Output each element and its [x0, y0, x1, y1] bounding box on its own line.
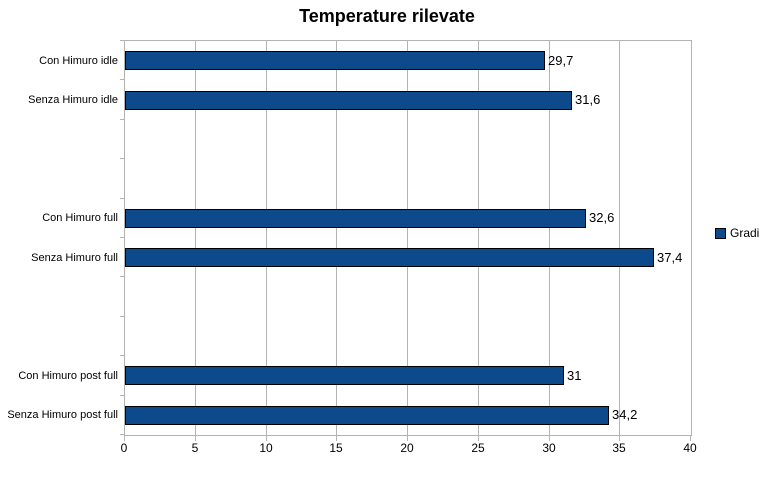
category-label: Con Himuro post full [18, 370, 118, 382]
x-axis-tick-label: 5 [191, 441, 199, 455]
legend: Gradi [715, 226, 759, 240]
x-axis-tick [690, 436, 691, 441]
x-axis-tick [407, 436, 408, 441]
gridline [266, 41, 267, 435]
y-axis-tick [120, 434, 124, 435]
gridline [407, 41, 408, 435]
x-axis-tick-label: 15 [329, 441, 343, 455]
bar [125, 51, 545, 70]
x-axis-tick-label: 30 [542, 441, 556, 455]
y-axis-tick [120, 198, 124, 199]
legend-color-swatch [715, 227, 726, 239]
category-label: Senza Himuro post full [7, 409, 118, 421]
x-axis-tick [266, 436, 267, 441]
y-axis-tick [120, 79, 124, 80]
bar-value-label: 37,4 [657, 250, 683, 265]
x-axis-tick [549, 436, 550, 441]
y-axis-tick [120, 158, 124, 159]
bar [125, 406, 609, 425]
bar [125, 366, 564, 385]
y-axis-tick [120, 395, 124, 396]
category-label: Senza Himuro full [31, 252, 118, 264]
y-axis-tick [120, 316, 124, 317]
y-axis-tick [120, 237, 124, 238]
bar [125, 91, 572, 110]
bar-value-label: 34,2 [612, 407, 638, 422]
y-axis-tick [120, 355, 124, 356]
x-axis-tick [478, 436, 479, 441]
y-axis-tick [120, 276, 124, 277]
x-axis-tick-label: 10 [259, 441, 273, 455]
chart-title: Temperature rilevate [299, 6, 475, 26]
x-axis-tick [124, 436, 125, 441]
category-label: Con Himuro full [42, 212, 118, 224]
x-axis-tick-label: 0 [120, 441, 128, 455]
legend-label: Gradi [730, 226, 760, 240]
x-axis-tick-label: 35 [612, 441, 626, 455]
y-axis-tick [120, 119, 124, 120]
category-label: Senza Himuro idle [28, 94, 118, 106]
plot-area [124, 40, 692, 436]
bar [125, 209, 586, 228]
x-axis-tick [336, 436, 337, 441]
y-axis-tick [120, 40, 124, 41]
x-axis-tick [619, 436, 620, 441]
gridline [336, 41, 337, 435]
x-axis-tick-label: 20 [400, 441, 414, 455]
category-label: Con Himuro idle [39, 55, 118, 67]
gridline [619, 41, 620, 435]
bar-value-label: 31 [567, 368, 582, 383]
bar-value-label: 32,6 [589, 210, 615, 225]
x-axis-tick [195, 436, 196, 441]
bar-value-label: 29,7 [548, 53, 574, 68]
x-axis-tick-label: 40 [683, 441, 697, 455]
gridline [478, 41, 479, 435]
gridline [195, 41, 196, 435]
bar-value-label: 31,6 [575, 92, 601, 107]
gridline [549, 41, 550, 435]
x-axis-tick-label: 25 [471, 441, 485, 455]
bar [125, 248, 654, 267]
